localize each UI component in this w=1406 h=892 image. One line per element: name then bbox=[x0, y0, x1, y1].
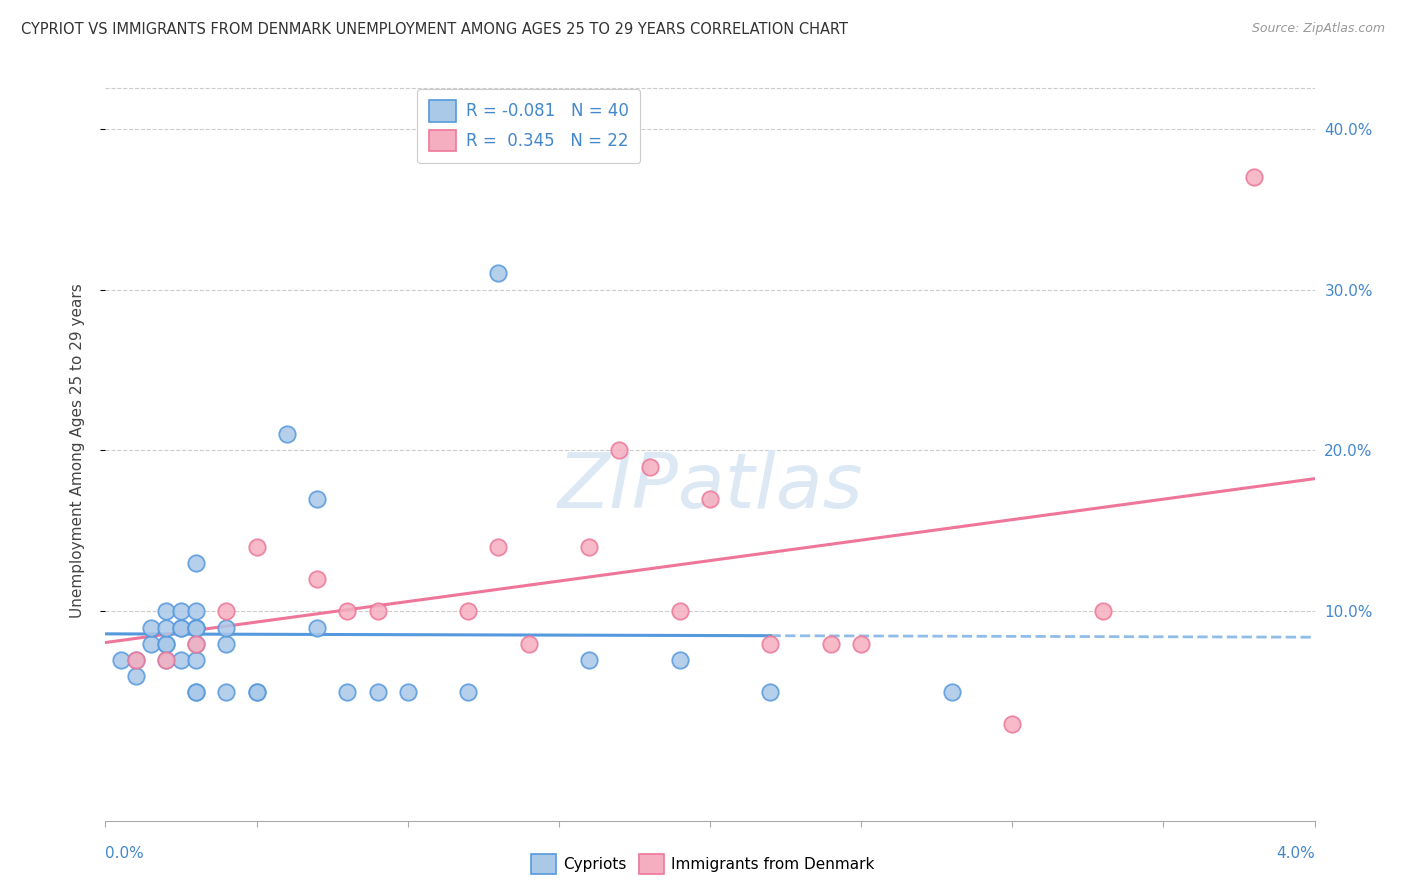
Point bbox=[125, 653, 148, 667]
Point bbox=[488, 267, 510, 281]
Point bbox=[246, 685, 269, 699]
Point bbox=[186, 653, 208, 667]
Point bbox=[186, 637, 208, 651]
Point bbox=[186, 620, 208, 634]
Point bbox=[307, 572, 329, 586]
Text: 4.0%: 4.0% bbox=[1275, 846, 1315, 861]
Point bbox=[396, 685, 419, 699]
Point bbox=[170, 620, 193, 634]
Point bbox=[125, 653, 148, 667]
Point bbox=[139, 620, 162, 634]
Text: CYPRIOT VS IMMIGRANTS FROM DENMARK UNEMPLOYMENT AMONG AGES 25 TO 29 YEARS CORREL: CYPRIOT VS IMMIGRANTS FROM DENMARK UNEMP… bbox=[21, 22, 848, 37]
Text: Source: ZipAtlas.com: Source: ZipAtlas.com bbox=[1251, 22, 1385, 36]
Point bbox=[186, 556, 208, 570]
Point bbox=[941, 685, 963, 699]
Point bbox=[307, 620, 329, 634]
Point bbox=[488, 540, 510, 554]
Point bbox=[186, 685, 208, 699]
Point bbox=[851, 637, 873, 651]
Point bbox=[276, 427, 298, 442]
Point bbox=[336, 685, 359, 699]
Point bbox=[186, 637, 208, 651]
Point bbox=[215, 637, 238, 651]
Point bbox=[699, 491, 721, 506]
Point bbox=[155, 637, 177, 651]
Point bbox=[609, 443, 631, 458]
Point bbox=[186, 620, 208, 634]
Point bbox=[110, 653, 132, 667]
Point bbox=[517, 637, 540, 651]
Point bbox=[215, 604, 238, 618]
Point bbox=[170, 620, 193, 634]
Point bbox=[457, 685, 479, 699]
Point bbox=[638, 459, 661, 474]
Point bbox=[215, 685, 238, 699]
Point bbox=[170, 653, 193, 667]
Point bbox=[139, 637, 162, 651]
Point bbox=[367, 685, 389, 699]
Point bbox=[170, 604, 193, 618]
Point bbox=[186, 604, 208, 618]
Point bbox=[1092, 604, 1115, 618]
Point bbox=[155, 653, 177, 667]
Point bbox=[215, 620, 238, 634]
Point bbox=[820, 637, 842, 651]
Point bbox=[186, 620, 208, 634]
Point bbox=[367, 604, 389, 618]
Y-axis label: Unemployment Among Ages 25 to 29 years: Unemployment Among Ages 25 to 29 years bbox=[70, 283, 84, 618]
Legend: R = -0.081   N = 40, R =  0.345   N = 22: R = -0.081 N = 40, R = 0.345 N = 22 bbox=[418, 88, 640, 163]
Point bbox=[125, 669, 148, 683]
Point bbox=[759, 685, 782, 699]
Point bbox=[336, 604, 359, 618]
Point bbox=[669, 653, 692, 667]
Point bbox=[246, 540, 269, 554]
Point bbox=[1243, 169, 1265, 184]
Point bbox=[186, 685, 208, 699]
Point bbox=[669, 604, 692, 618]
Text: ZIPatlas: ZIPatlas bbox=[557, 450, 863, 524]
Point bbox=[457, 604, 479, 618]
Point bbox=[155, 620, 177, 634]
Text: 0.0%: 0.0% bbox=[105, 846, 145, 861]
Point bbox=[759, 637, 782, 651]
Point bbox=[155, 653, 177, 667]
Legend: Cypriots, Immigrants from Denmark: Cypriots, Immigrants from Denmark bbox=[526, 848, 880, 880]
Point bbox=[1001, 717, 1024, 731]
Point bbox=[578, 540, 600, 554]
Point bbox=[307, 491, 329, 506]
Point bbox=[578, 653, 600, 667]
Point bbox=[246, 685, 269, 699]
Point bbox=[155, 604, 177, 618]
Point bbox=[155, 637, 177, 651]
